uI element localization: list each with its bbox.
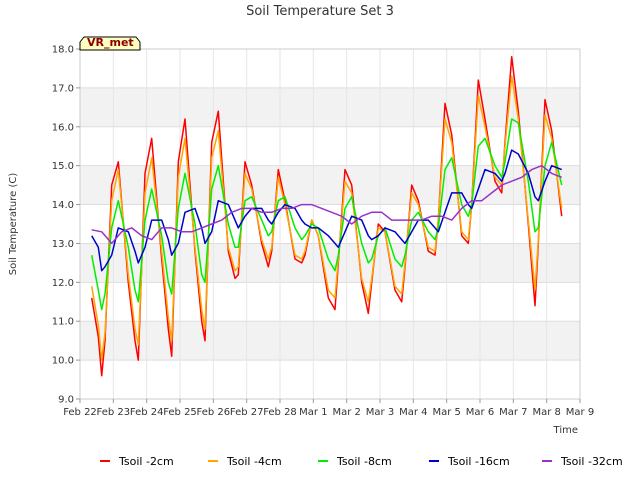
y-tick-label: 15.0 xyxy=(52,161,74,172)
x-tick-label: Feb 28 xyxy=(263,407,297,418)
y-tick-label: 14.0 xyxy=(52,200,74,211)
series-line-tsoil-8cm xyxy=(90,118,563,311)
x-tick-label: Mar 1 xyxy=(299,407,327,418)
x-tick-label: Mar 7 xyxy=(499,407,527,418)
y-tick-label: 11.0 xyxy=(52,317,74,328)
series-line-tsoil-16cm xyxy=(91,149,562,272)
band xyxy=(80,126,580,166)
x-tick-label: Mar 6 xyxy=(466,407,494,418)
x-tick-label: Feb 25 xyxy=(163,407,197,418)
series-line-tsoil-4cm xyxy=(90,75,563,361)
station-badge: VR_met xyxy=(79,36,141,51)
legend-label-tsoil-2cm: Tsoil -2cm xyxy=(118,455,174,468)
legend-label-tsoil-4cm: Tsoil -4cm xyxy=(226,455,282,468)
band xyxy=(80,360,580,399)
x-tick-label: Feb 22 xyxy=(63,407,97,418)
plot-frame xyxy=(79,48,581,400)
band xyxy=(80,49,580,88)
x-tick-label: Feb 26 xyxy=(197,407,231,418)
x-tick-label: Mar 3 xyxy=(366,407,394,418)
x-tick-label: Mar 9 xyxy=(566,407,594,418)
x-tick-label: Mar 4 xyxy=(399,407,427,418)
station-label: VR_met xyxy=(87,36,134,49)
y-tick-label: 18.0 xyxy=(52,45,74,56)
band xyxy=(80,321,580,361)
legend-label-tsoil-8cm: Tsoil -8cm xyxy=(336,455,392,468)
y-tick-label: 17.0 xyxy=(52,83,74,94)
y-axis-label: Soil Temperature (C) xyxy=(8,173,19,276)
background-bands xyxy=(80,49,580,399)
legend-label-tsoil-32cm: Tsoil -32cm xyxy=(560,455,623,468)
x-tick-label: Mar 5 xyxy=(432,407,460,418)
band xyxy=(80,87,580,127)
x-tick-label: Feb 27 xyxy=(230,407,264,418)
x-tick-label: Feb 24 xyxy=(130,407,164,418)
y-tick-label: 9.0 xyxy=(58,395,74,406)
y-tick-label: 12.0 xyxy=(52,278,74,289)
x-axis-ticks: Feb 22 Feb 23 Feb 24 Feb 25 Feb 26 Feb 27 Feb … xyxy=(63,399,594,418)
y-tick-label: 10.0 xyxy=(52,356,74,367)
x-axis-label: Time xyxy=(553,425,578,436)
chart-title: Soil Temperature Set 3 xyxy=(246,4,394,19)
y-tick-label: 16.0 xyxy=(52,122,74,133)
legend-label-tsoil-16cm: Tsoil -16cm xyxy=(447,455,510,468)
x-tick-label: Mar 2 xyxy=(332,407,360,418)
y-tick-label: 13.0 xyxy=(52,239,74,250)
series-line-tsoil-32cm xyxy=(91,164,562,245)
y-axis-ticks: 9.0 10.0 11.0 12.0 13.0 14.0 15.0 16.0 17.0 18.0 xyxy=(52,45,80,406)
series-layer xyxy=(90,56,563,377)
x-tick-label: Mar 8 xyxy=(532,407,560,418)
legend: Tsoil -2cm Tsoil -4cm Tsoil -8cm Tsoil -16c… xyxy=(100,455,623,468)
x-tick-label: Feb 23 xyxy=(97,407,131,418)
